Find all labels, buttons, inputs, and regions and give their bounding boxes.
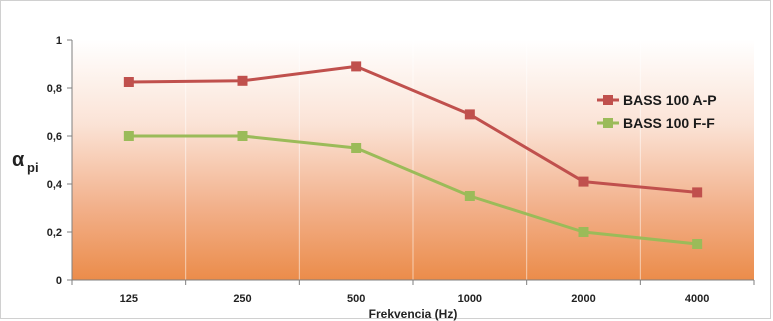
y-axis-label-sub: pi: [27, 160, 39, 175]
data-point: [692, 187, 703, 198]
y-tick-label: 1: [56, 35, 62, 47]
data-point: [351, 61, 362, 72]
y-tick-label: 0: [56, 275, 62, 287]
legend-label: BASS 100 A-P: [623, 92, 717, 108]
data-point: [578, 227, 589, 237]
series-layer: [123, 61, 703, 249]
legend-item: BASS 100 F-F: [597, 115, 715, 131]
legend-label: BASS 100 F-F: [623, 115, 715, 131]
y-axis-label-main: α: [12, 149, 25, 171]
y-tick-label: 0,2: [47, 227, 62, 239]
data-point: [123, 77, 134, 87]
series-line: [128, 134, 698, 246]
legend: BASS 100 A-P BASS 100 F-F: [597, 92, 717, 131]
legend-marker: [603, 118, 613, 128]
x-tick-label: 125: [120, 293, 138, 305]
grid-lines: [185, 40, 641, 280]
data-point: [578, 176, 589, 187]
y-tick-label: 0,4: [47, 179, 63, 191]
x-tick-label: 2000: [571, 293, 595, 305]
x-tick-label: 500: [347, 293, 365, 305]
series-2: [123, 131, 703, 249]
x-tick-labels: 125 250 500 1000 2000 4000: [71, 280, 755, 305]
legend-item: BASS 100 A-P: [597, 92, 717, 108]
y-tick-label: 0,6: [47, 131, 62, 143]
series-1: [123, 61, 703, 198]
legend-marker: [603, 95, 613, 105]
data-point: [237, 75, 248, 86]
data-point: [237, 131, 248, 141]
y-axis-label: α pi: [12, 149, 39, 175]
x-tick-label: 1000: [458, 293, 482, 305]
y-tick-label: 0,8: [47, 83, 62, 95]
data-point: [464, 191, 475, 201]
series-line: [128, 64, 698, 194]
data-point: [464, 109, 475, 120]
x-tick-label: 4000: [685, 293, 709, 305]
y-tick-labels: 0 0,2 0,4 0,6 0,8 1: [47, 35, 72, 287]
data-point: [692, 239, 703, 249]
x-axis-label: Frekvencia (Hz): [369, 307, 458, 321]
x-tick-label: 250: [233, 293, 251, 305]
data-point: [123, 131, 134, 141]
data-point: [351, 143, 362, 153]
